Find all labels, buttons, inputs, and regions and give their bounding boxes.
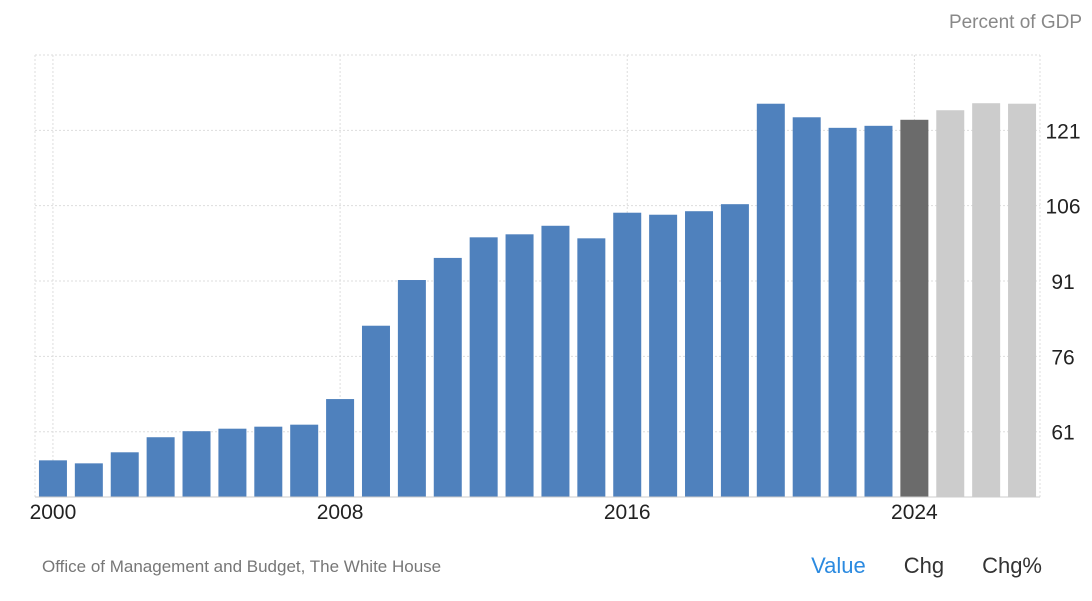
chart: 61 76 91 106 121 2000 2008 2016 2024 — [30, 54, 1081, 524]
bar — [756, 103, 785, 497]
bar — [900, 119, 929, 497]
tab-chg[interactable]: Chg — [903, 553, 945, 578]
source-label: Office of Management and Budget, The Whi… — [42, 557, 442, 576]
bar — [397, 280, 426, 497]
x-tick-label: 2016 — [604, 501, 651, 524]
bar — [38, 460, 67, 497]
tab-chg-percent[interactable]: Chg% — [982, 553, 1042, 578]
bar — [720, 204, 749, 498]
bar — [828, 127, 857, 498]
bar — [649, 214, 678, 498]
bar — [182, 431, 211, 497]
x-tick-label: 2024 — [891, 501, 938, 524]
bar — [936, 110, 965, 497]
bar — [864, 125, 893, 497]
bar — [110, 452, 139, 497]
unit-label: Percent of GDP — [948, 12, 1082, 33]
bar — [685, 211, 714, 497]
y-tick-label: 61 — [1051, 422, 1074, 445]
bar — [505, 234, 534, 497]
bar — [433, 257, 462, 497]
y-tick-label: 106 — [1045, 196, 1080, 219]
bar — [361, 325, 390, 497]
bar — [792, 117, 821, 498]
bar — [290, 424, 319, 497]
view-tabs: Value Chg Chg% — [811, 553, 1042, 579]
bar — [218, 428, 247, 497]
x-tick-label: 2008 — [317, 501, 364, 524]
bar — [146, 437, 175, 497]
bar — [577, 238, 606, 498]
bar — [1008, 103, 1037, 497]
bar — [469, 237, 498, 497]
bar — [254, 426, 283, 497]
x-tick-label: 2000 — [30, 501, 77, 524]
bar — [541, 225, 570, 498]
bar — [326, 399, 355, 497]
bar — [613, 212, 642, 498]
y-tick-label: 121 — [1045, 120, 1080, 143]
y-tick-label: 91 — [1051, 271, 1074, 294]
bar — [972, 103, 1001, 497]
tab-value[interactable]: Value — [811, 553, 866, 578]
y-tick-label: 76 — [1051, 346, 1074, 369]
bar — [74, 463, 103, 497]
